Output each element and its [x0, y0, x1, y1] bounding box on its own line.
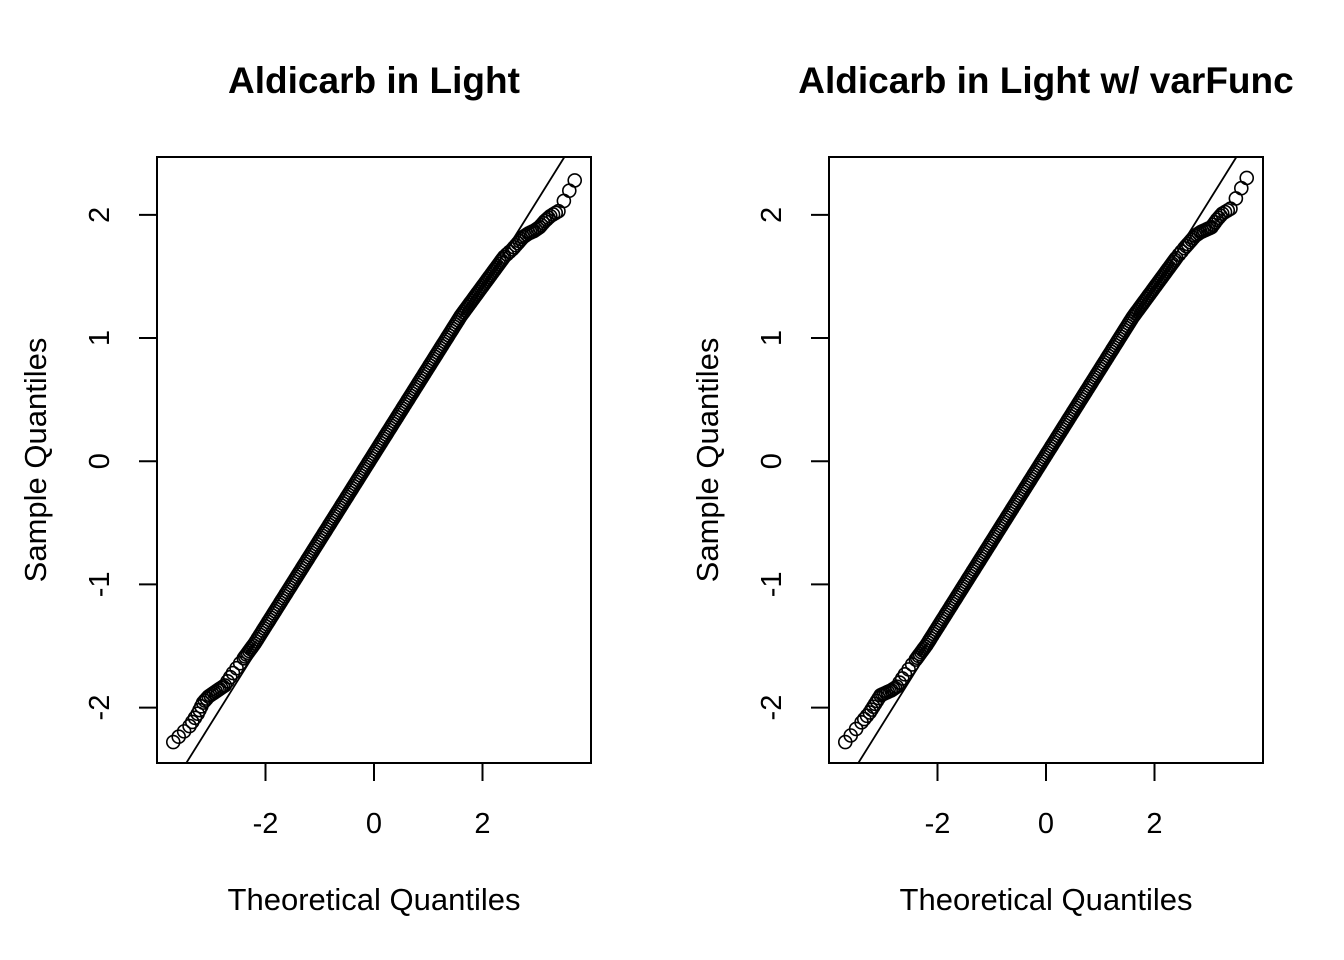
x-tick-label: 2	[474, 808, 490, 840]
y-tick-label: -1	[84, 572, 116, 598]
plot-title: Aldicarb in Light w/ varFunc	[798, 60, 1293, 101]
data-point	[1132, 300, 1147, 316]
x-tick-label: 0	[1038, 808, 1054, 840]
data-point	[229, 660, 244, 676]
data-point	[176, 724, 192, 739]
plot-title: Aldicarb in Light	[228, 60, 520, 101]
x-tick-label: 2	[1146, 808, 1162, 840]
points-group	[837, 170, 1255, 750]
y-tick-label: 2	[756, 207, 788, 223]
data-point	[915, 642, 930, 658]
points-group	[165, 173, 583, 750]
x-tick-label: -2	[253, 808, 279, 840]
data-point	[460, 299, 475, 314]
y-axis-label: Sample Quantiles	[690, 338, 725, 583]
data-point	[184, 714, 200, 730]
y-tick-label: -2	[84, 695, 116, 721]
y-tick-label: -1	[756, 572, 788, 598]
data-point	[856, 711, 872, 727]
x-tick-label: -2	[925, 808, 951, 840]
data-point	[530, 221, 545, 236]
x-axis: -2 0 2	[253, 763, 491, 840]
data-point	[182, 718, 197, 734]
y-tick-label: 0	[756, 453, 788, 469]
data-point	[243, 641, 258, 657]
y-axis-label: Sample Quantiles	[18, 338, 53, 583]
data-point	[901, 662, 916, 677]
x-axis-label: Theoretical Quantiles	[900, 882, 1193, 917]
x-tick-label: 0	[366, 808, 382, 840]
y-tick-label: 1	[756, 330, 788, 346]
x-axis: -2 0 2	[925, 763, 1163, 840]
y-axis: -2 -1 0 1 2	[756, 207, 829, 721]
data-point	[165, 734, 181, 750]
data-point	[220, 673, 235, 689]
data-point	[541, 210, 556, 226]
data-point	[225, 665, 241, 681]
y-tick-label: 2	[84, 207, 116, 223]
y-tick-label: 0	[84, 453, 116, 469]
data-point	[187, 710, 203, 726]
data-point	[215, 679, 231, 694]
data-point	[1213, 208, 1228, 224]
data-point	[897, 667, 913, 682]
y-tick-label: 1	[84, 330, 116, 346]
data-point	[171, 729, 186, 745]
data-point	[892, 675, 907, 690]
data-point	[535, 215, 551, 231]
data-point	[848, 721, 864, 737]
y-tick-label: -2	[756, 695, 788, 721]
data-point	[887, 680, 903, 696]
qq-panel-left: Aldicarb in Light -2 0 2 -2 -1 0 1 2 Theoretic…	[18, 60, 592, 917]
data-point	[561, 183, 577, 198]
data-point	[1171, 247, 1187, 263]
data-point	[545, 207, 561, 222]
data-point	[1234, 180, 1249, 196]
data-point	[471, 284, 486, 300]
data-point	[1217, 204, 1233, 220]
data-point	[548, 205, 564, 221]
qq-panel-right: Aldicarb in Light w/ varFunc -2 0 2 -2 -1 0 1…	[690, 60, 1294, 917]
data-point	[481, 269, 497, 285]
x-axis-label: Theoretical Quantiles	[228, 882, 521, 917]
y-axis: -2 -1 0 1 2	[84, 207, 157, 721]
data-point	[1220, 203, 1236, 218]
data-point	[1153, 271, 1169, 286]
data-point	[1143, 285, 1158, 301]
